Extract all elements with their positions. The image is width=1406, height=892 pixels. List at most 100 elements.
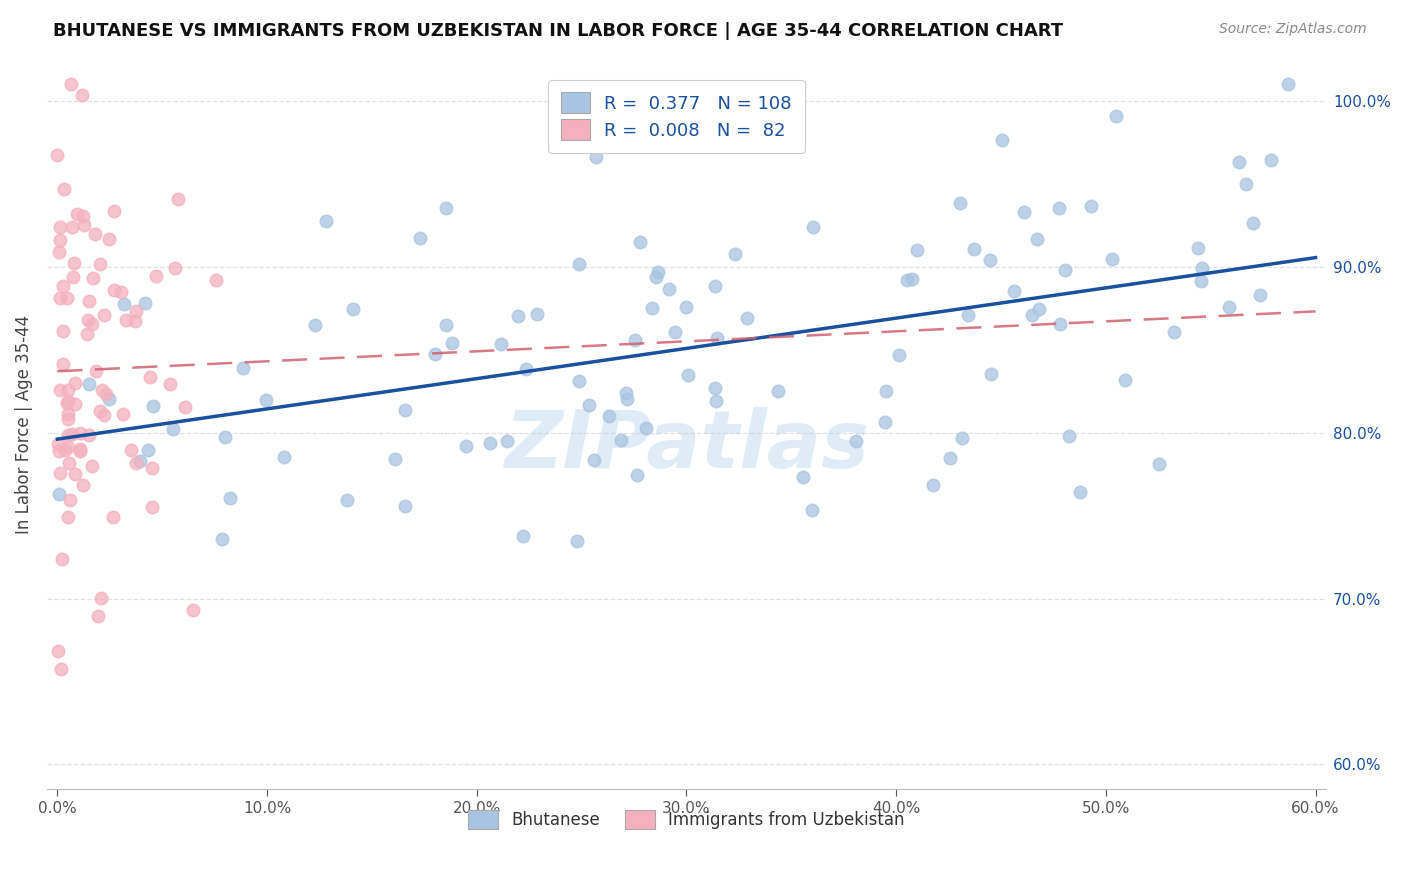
Point [129,453,152,467]
Point [48,444,70,458]
Point [526,307,548,321]
Point [704,381,727,395]
Point [204,273,226,287]
Point [273,450,295,465]
Point [1227,155,1250,169]
Point [675,300,697,314]
Point [1218,300,1240,314]
Point [515,361,537,376]
Point [1105,109,1128,123]
Point [704,394,727,409]
Point [568,257,591,271]
Point [70,88,93,103]
Point [90,591,112,605]
Point [1021,308,1043,322]
Point [647,265,669,279]
Point [53,443,76,458]
Point [342,302,364,317]
Point [491,337,513,351]
Point [979,253,1001,268]
Point [141,500,163,514]
Point [801,220,824,235]
Point [48,245,70,260]
Point [887,348,910,362]
Point [138,370,160,384]
Point [58,393,80,408]
Point [1147,457,1170,471]
Point [52,324,75,338]
Point [624,334,647,348]
Point [922,478,945,492]
Point [214,430,236,444]
Point [59,78,82,92]
Point [69,425,91,440]
Point [52,357,75,371]
Point [628,235,651,250]
Point [1057,428,1080,442]
Point [1277,78,1299,92]
Point [103,509,125,524]
Point [598,409,620,423]
Point [425,346,447,360]
Point [614,386,637,401]
Point [56,408,79,422]
Point [565,534,588,549]
Point [737,311,759,326]
Point [52,279,75,293]
Point [626,467,648,482]
Point [173,400,195,414]
Point [1014,204,1036,219]
Point [949,195,972,210]
Point [56,509,79,524]
Point [159,376,181,391]
Point [844,434,866,449]
Point [512,529,534,543]
Point [76,326,98,341]
Point [163,261,186,276]
Point [98,232,121,246]
Point [1069,485,1091,500]
Point [51,663,73,677]
Point [56,428,79,442]
Point [103,283,125,297]
Point [394,403,416,417]
Point [939,451,962,466]
Point [82,270,104,285]
Point [115,313,138,327]
Point [585,150,607,164]
Point [645,269,668,284]
Point [49,220,72,235]
Point [568,374,591,388]
Point [93,308,115,322]
Point [634,421,657,435]
Point [111,408,134,422]
Point [1080,199,1102,213]
Point [63,256,86,270]
Point [60,220,83,235]
Point [46,437,69,451]
Point [73,218,96,232]
Point [434,201,457,215]
Point [94,387,117,401]
Text: BHUTANESE VS IMMIGRANTS FROM UZBEKISTAN IN LABOR FORCE | AGE 35-44 CORRELATION C: BHUTANESE VS IMMIGRANTS FROM UZBEKISTAN … [53,22,1063,40]
Point [706,331,728,345]
Point [58,456,80,470]
Point [66,207,89,221]
Point [454,439,477,453]
Point [1163,325,1185,339]
Point [582,453,605,467]
Point [63,397,86,411]
Point [51,552,73,566]
Point [980,367,1002,381]
Point [69,443,91,458]
Point [336,492,359,507]
Point [145,269,167,284]
Point [441,336,464,351]
Point [56,441,79,455]
Point [801,503,824,517]
Point [254,393,277,408]
Point [616,392,638,407]
Point [124,304,146,318]
Point [1236,177,1258,191]
Point [141,461,163,475]
